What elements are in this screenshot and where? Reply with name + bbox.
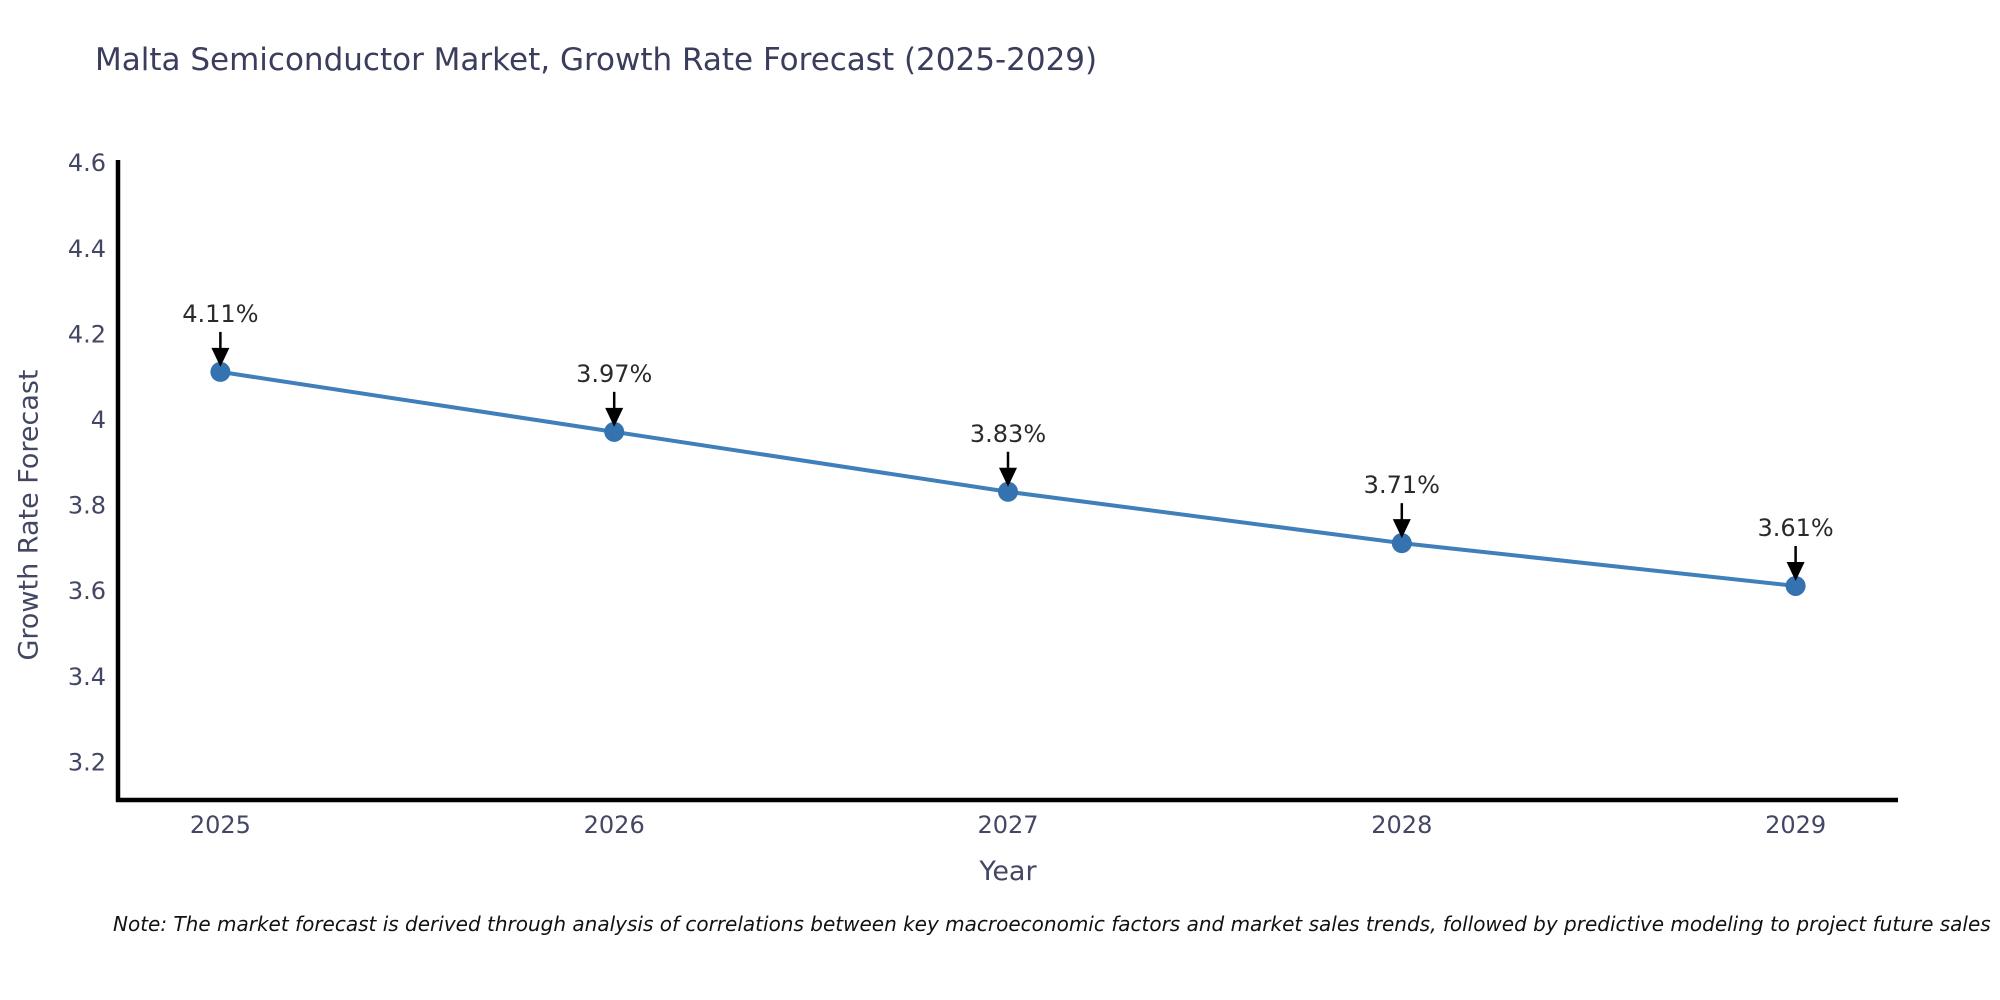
data-point: [1391, 533, 1412, 554]
x-tick-label: 2027: [977, 811, 1038, 839]
y-tick-label: 3.8: [68, 492, 106, 520]
x-tick-label: 2025: [190, 811, 251, 839]
annotation-arrow-head: [211, 347, 230, 367]
point-value-label: 3.97%: [576, 360, 652, 388]
point-value-label: 4.11%: [182, 300, 258, 328]
data-point: [604, 421, 625, 442]
y-tick-label: 3.2: [68, 748, 106, 776]
x-tick-label: 2026: [584, 811, 645, 839]
x-axis-title: Year: [979, 856, 1037, 887]
y-tick-label: 4.6: [68, 149, 106, 177]
y-tick-label: 4: [91, 406, 106, 434]
y-tick-label: 4.4: [68, 235, 106, 263]
data-point: [998, 481, 1018, 502]
data-point: [1785, 575, 1806, 596]
y-tick-label: 3.6: [68, 577, 106, 605]
x-tick-label: 2029: [1765, 811, 1826, 839]
x-tick-label: 2028: [1371, 811, 1432, 839]
point-value-label: 3.61%: [1757, 514, 1833, 542]
footnote-text: Note: The market forecast is derived thr…: [113, 912, 1991, 936]
annotation-arrow-head: [1786, 561, 1805, 581]
data-point: [210, 361, 231, 382]
annotation-arrow-head: [1392, 519, 1411, 539]
point-value-label: 3.83%: [970, 420, 1046, 448]
annotation-arrow-head: [605, 407, 624, 427]
point-value-label: 3.71%: [1364, 471, 1440, 499]
annotation-arrow-head: [999, 467, 1017, 487]
y-tick-label: 4.2: [68, 320, 106, 348]
y-tick-label: 3.4: [68, 663, 106, 691]
chart-title: Malta Semiconductor Market, Growth Rate …: [95, 42, 1098, 78]
y-axis-title: Growth Rate Forecast: [13, 369, 45, 661]
